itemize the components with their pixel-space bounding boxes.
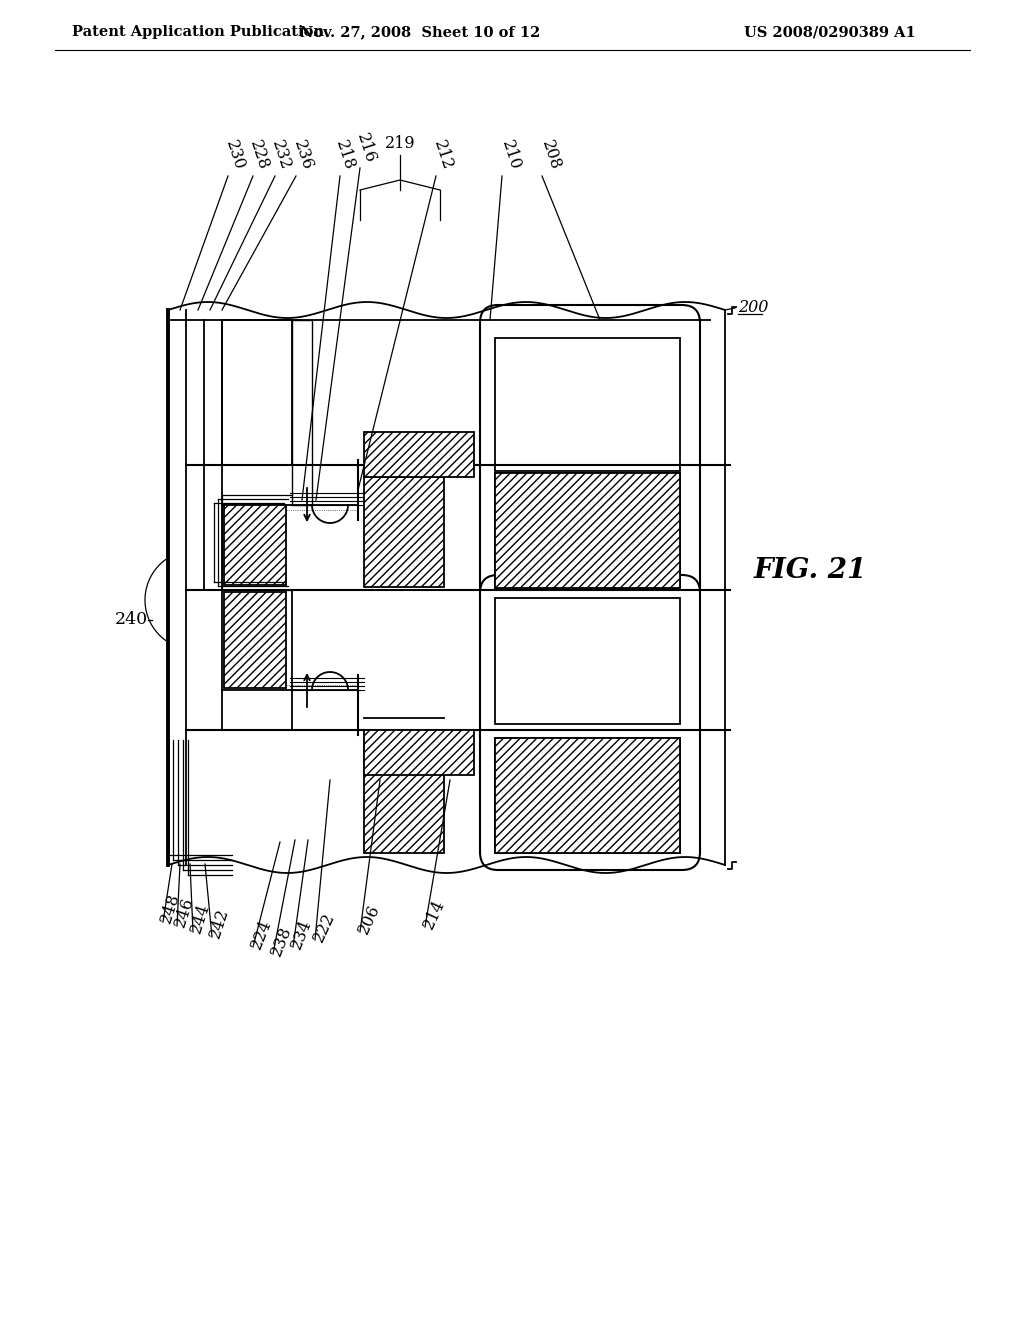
Text: 228: 228 (246, 137, 271, 172)
Text: 206: 206 (355, 903, 383, 937)
Bar (224, 591, 286, 688)
Bar (222, 319, 292, 465)
Text: 200: 200 (738, 300, 768, 317)
Text: 240: 240 (115, 611, 148, 628)
Text: Patent Application Publication: Patent Application Publication (72, 25, 324, 40)
Text: 224: 224 (248, 917, 275, 952)
FancyBboxPatch shape (480, 305, 700, 605)
Text: 218: 218 (332, 137, 357, 172)
Bar (495, 338, 680, 471)
Text: 222: 222 (310, 911, 338, 945)
Bar (292, 319, 312, 506)
Bar (495, 473, 680, 587)
Bar (495, 598, 680, 723)
Text: 219: 219 (385, 135, 416, 152)
Text: 232: 232 (268, 137, 294, 172)
Text: 234: 234 (288, 916, 315, 952)
Text: US 2008/0290389 A1: US 2008/0290389 A1 (744, 25, 915, 40)
Text: 216: 216 (353, 131, 379, 165)
Bar (495, 738, 680, 853)
Text: 246: 246 (172, 895, 198, 929)
Text: 230: 230 (222, 137, 248, 172)
Text: Nov. 27, 2008  Sheet 10 of 12: Nov. 27, 2008 Sheet 10 of 12 (300, 25, 541, 40)
Bar (224, 506, 286, 585)
Bar (364, 730, 474, 775)
Text: 242: 242 (207, 906, 232, 940)
Bar (364, 741, 444, 853)
Bar (364, 432, 474, 477)
Text: 244: 244 (188, 902, 214, 936)
Text: 208: 208 (538, 137, 563, 172)
Text: 210: 210 (498, 137, 523, 172)
Text: 212: 212 (430, 137, 456, 172)
Text: FIG. 21: FIG. 21 (754, 557, 866, 583)
Bar (222, 590, 292, 730)
Text: 248: 248 (158, 891, 183, 925)
Bar (495, 473, 680, 587)
Bar (364, 474, 444, 587)
Bar (495, 738, 680, 853)
Text: 238: 238 (268, 924, 295, 958)
Text: 214: 214 (420, 898, 449, 932)
FancyBboxPatch shape (480, 576, 700, 870)
Text: 236: 236 (290, 137, 315, 172)
